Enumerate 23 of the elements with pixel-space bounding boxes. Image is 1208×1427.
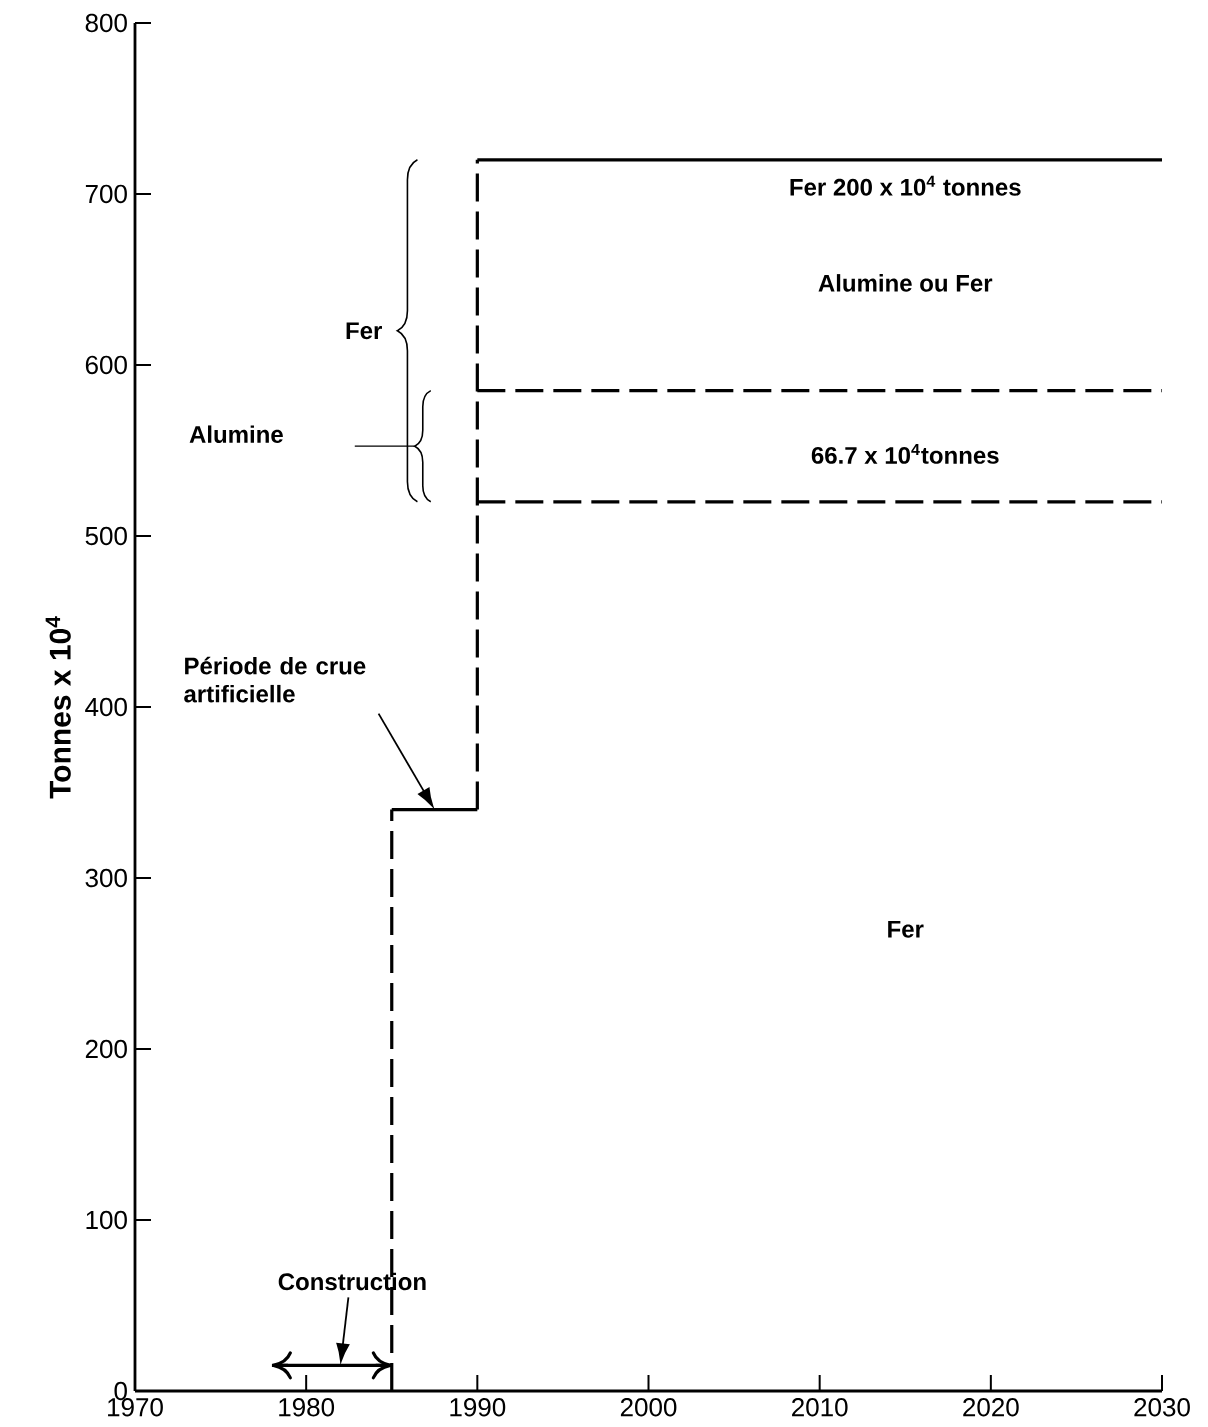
x-tick-label: 1980 bbox=[279, 1398, 335, 1417]
y-tick-label: 600 bbox=[85, 355, 127, 375]
x-tick-label: 2000 bbox=[620, 1398, 677, 1417]
annotation: Alumine ou Fer bbox=[818, 274, 993, 292]
y-tick-label: 400 bbox=[85, 697, 127, 717]
annotation: Fer bbox=[888, 920, 924, 938]
annotation: 66.7 x 10$^{4}$tonnes bbox=[811, 443, 999, 464]
annotation: Construction bbox=[278, 1272, 426, 1291]
y-tick-label: 100 bbox=[86, 1210, 127, 1230]
y-tick-label: 800 bbox=[85, 13, 127, 33]
x-tick-label: 2020 bbox=[963, 1398, 1019, 1417]
y-tick-label: 200 bbox=[85, 1039, 127, 1059]
annotation: Période de crue artificielle bbox=[184, 656, 366, 703]
y-axis-title: Tonnes x 10$^{4}$ bbox=[45, 616, 71, 799]
y-tick-label: 500 bbox=[85, 526, 127, 546]
x-tick-label: 2010 bbox=[792, 1398, 848, 1417]
annotation: Fer bbox=[346, 322, 382, 340]
annotation: Alumine bbox=[189, 425, 283, 444]
y-tick-label: 700 bbox=[85, 184, 127, 204]
x-tick-label: 1990 bbox=[450, 1398, 506, 1417]
annotation: Fer 200 x 10$^{4}$ tonnes bbox=[790, 175, 1021, 196]
y-tick-label: 300 bbox=[85, 868, 127, 888]
x-tick-label: 2030 bbox=[1134, 1398, 1190, 1417]
